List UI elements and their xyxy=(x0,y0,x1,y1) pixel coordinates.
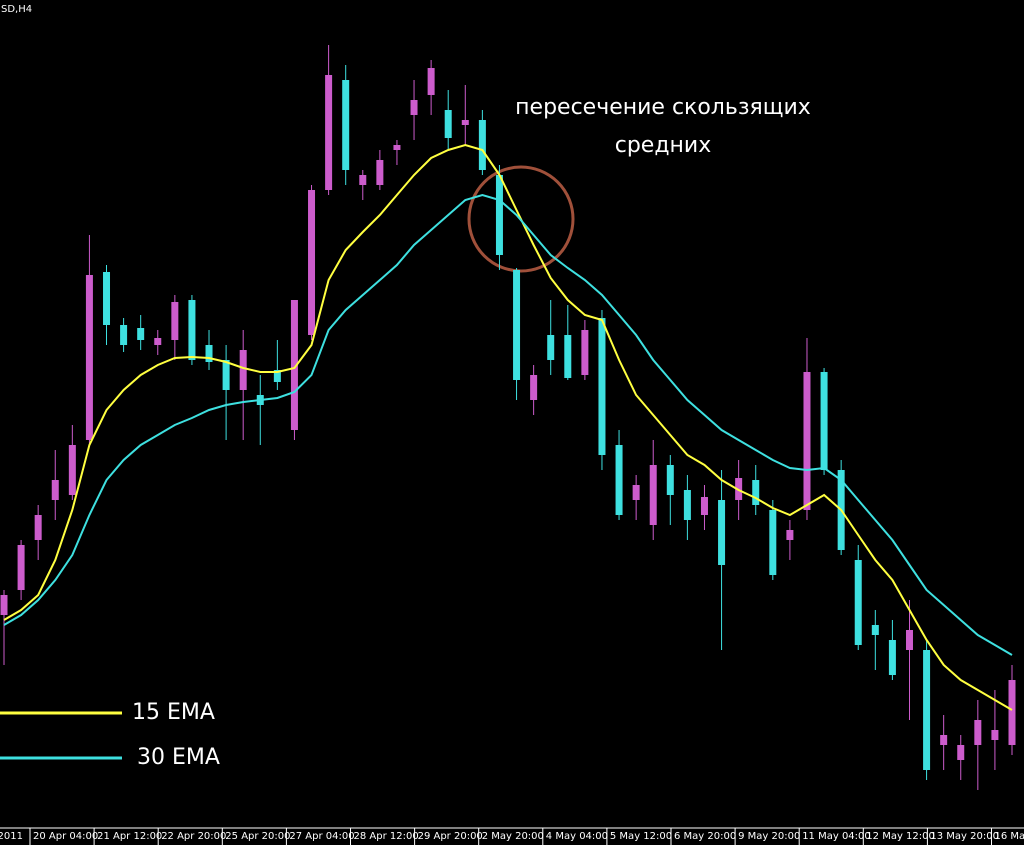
candle-body xyxy=(68,445,76,495)
legend-label: 15 EMA xyxy=(132,700,215,725)
candle-body xyxy=(940,735,948,745)
candle-body xyxy=(325,75,333,190)
candle-body xyxy=(0,595,8,615)
candle-body xyxy=(769,510,777,575)
chart-title: SD,H4 xyxy=(1,4,32,15)
candle-body xyxy=(854,560,862,645)
candle-body xyxy=(154,338,162,345)
candle-body xyxy=(17,545,25,590)
highlight-circle xyxy=(467,165,575,273)
candle-body xyxy=(308,190,316,335)
candle-body xyxy=(957,745,965,760)
candle-body xyxy=(461,120,469,125)
x-tick-label: 11 May 04:00 xyxy=(802,831,871,842)
x-tick-label: 6 May 20:00 xyxy=(674,831,736,842)
candle-body xyxy=(700,497,708,515)
x-tick-label: 13 May 20:00 xyxy=(930,831,999,842)
candle-body xyxy=(393,145,401,150)
candle-body xyxy=(666,465,674,495)
candle-body xyxy=(581,330,589,375)
candle-body xyxy=(888,640,896,675)
candle-body xyxy=(564,335,572,378)
candle-body xyxy=(188,300,196,360)
x-tick-label: 29 Apr 20:00 xyxy=(418,831,483,842)
candle-body xyxy=(495,175,503,255)
candle-body xyxy=(905,630,913,650)
candle-body xyxy=(103,272,111,325)
candle-body xyxy=(342,80,350,170)
x-tick-label: 5 May 12:00 xyxy=(610,831,672,842)
candle-body xyxy=(718,500,726,565)
candle-body xyxy=(85,275,93,440)
candle-body xyxy=(547,335,555,360)
candle-body xyxy=(632,485,640,500)
candle-body xyxy=(991,730,999,740)
annotation: средних xyxy=(615,133,712,158)
candle-body xyxy=(222,360,230,390)
candle-body xyxy=(615,445,623,515)
candle-body xyxy=(786,530,794,540)
candle-body xyxy=(376,160,384,185)
x-tick-label: 25 Apr 20:00 xyxy=(225,831,290,842)
annotation: пересечение скользящих xyxy=(515,95,811,120)
candle-body xyxy=(1008,680,1016,745)
candle-body xyxy=(598,318,606,455)
x-tick-label: 27 Apr 04:00 xyxy=(289,831,354,842)
candle-body xyxy=(205,345,213,362)
candle-body xyxy=(120,325,128,345)
candle-body xyxy=(513,270,521,380)
x-tick-label: 4 May 04:00 xyxy=(546,831,608,842)
candle-body xyxy=(530,375,538,400)
candle-body xyxy=(803,372,811,510)
x-tick-label: 12 May 12:00 xyxy=(866,831,935,842)
candle-body xyxy=(171,302,179,340)
candle-body xyxy=(444,110,452,138)
x-tick-label: 16 May xyxy=(995,831,1024,842)
x-tick-label: 20 Apr 04:00 xyxy=(33,831,98,842)
ema-line xyxy=(3,143,1013,711)
ema-line xyxy=(3,193,1013,656)
x-tick-label: 9 May 20:00 xyxy=(738,831,800,842)
x-tick-label: 2 May 20:00 xyxy=(482,831,544,842)
x-tick-label: 21 Apr 12:00 xyxy=(97,831,162,842)
candle-body xyxy=(871,625,879,635)
candle-body xyxy=(290,300,298,430)
candle-body xyxy=(752,480,760,505)
candle-body xyxy=(273,370,281,382)
candle-body xyxy=(137,328,145,340)
x-tick-label: 28 Apr 12:00 xyxy=(354,831,419,842)
candle-body xyxy=(683,490,691,520)
candle-body xyxy=(359,175,367,185)
candle-body xyxy=(51,480,59,500)
candle-body xyxy=(974,720,982,745)
candle-body xyxy=(34,515,42,540)
candle-body xyxy=(410,100,418,115)
candle-body xyxy=(820,372,828,470)
candle-body xyxy=(478,120,486,170)
legend-label: 30 EMA xyxy=(137,745,220,770)
candle-body xyxy=(923,650,931,770)
x-tick-label: 2011 xyxy=(0,831,23,842)
candle-body xyxy=(427,68,435,95)
x-tick-label: 22 Apr 20:00 xyxy=(161,831,226,842)
candle-body xyxy=(239,350,247,390)
candle-body xyxy=(649,465,657,525)
